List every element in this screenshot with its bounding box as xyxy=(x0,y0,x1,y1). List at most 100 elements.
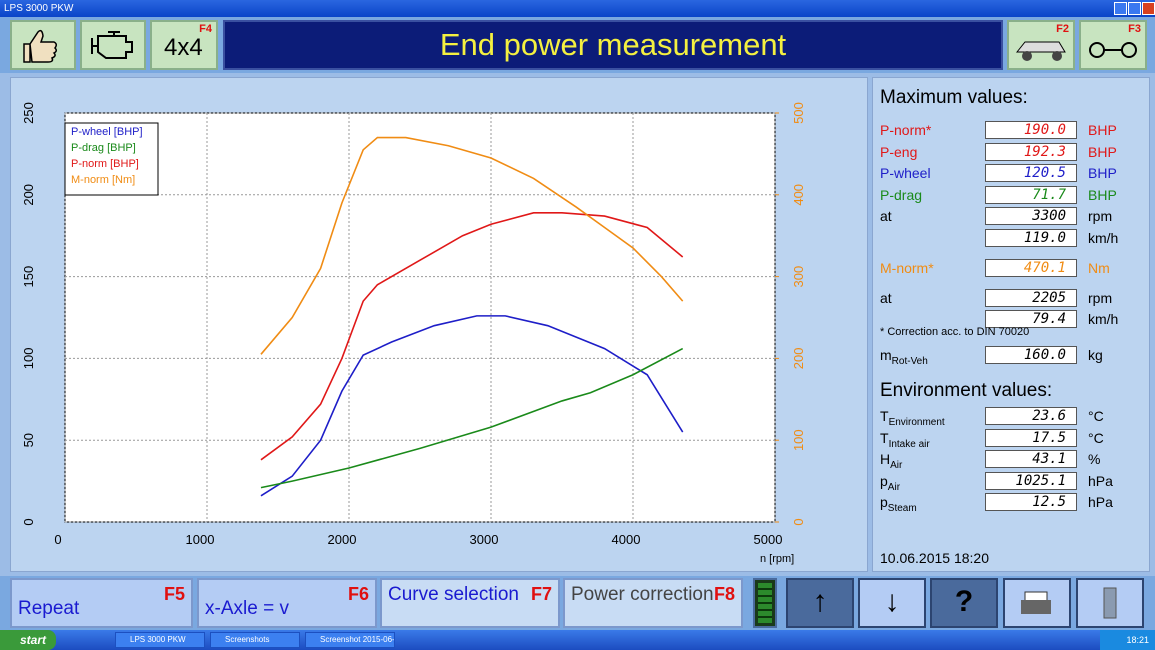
plot-area xyxy=(64,112,776,523)
button-label: Power correction xyxy=(571,584,714,605)
start-button[interactable]: start xyxy=(0,630,56,650)
function-button[interactable]: Repeat F5 xyxy=(10,578,193,628)
symbol: T xyxy=(880,408,889,424)
value-unit: BHP xyxy=(1088,143,1117,160)
clock: 18:21 xyxy=(1100,630,1155,650)
value-unit: km/h xyxy=(1088,229,1119,246)
section-title: Environment values: xyxy=(880,380,1053,401)
ok-button[interactable] xyxy=(10,20,76,70)
x-tick-label: 2000 xyxy=(328,532,357,547)
taskbar-item[interactable]: LPS 3000 PKW xyxy=(115,632,205,648)
vehicle-button[interactable]: F2 xyxy=(1007,20,1075,70)
window-title: LPS 3000 PKW xyxy=(4,3,74,14)
subscript: Air xyxy=(890,459,903,471)
value-display: 79.4 xyxy=(985,310,1077,328)
value-label: mRot-Veh xyxy=(880,345,928,367)
x-axis-label: n [rpm] xyxy=(760,553,794,565)
value-label: at xyxy=(880,289,892,306)
vehicle-icon xyxy=(1015,41,1066,61)
value-unit: kg xyxy=(1088,347,1103,363)
f-key-label: F3 xyxy=(1128,23,1141,35)
button-label: Curve selection xyxy=(388,584,519,605)
value-unit: rpm xyxy=(1088,208,1113,224)
x-tick-label: 3000 xyxy=(470,532,499,547)
symbol: T xyxy=(880,429,889,446)
x-tick-label: 5000 xyxy=(754,532,783,547)
taskbar-item[interactable]: Screenshots xyxy=(210,632,300,648)
value-label: P-wheel xyxy=(880,165,931,181)
f-key-label: F4 xyxy=(199,23,212,35)
value-display: 119.0 xyxy=(985,228,1077,247)
down-button[interactable]: ↓ xyxy=(858,578,926,628)
y2-tick-label: 500 xyxy=(791,102,806,124)
value-label: P-eng xyxy=(880,143,918,160)
value-label: M-norm* xyxy=(880,259,934,276)
engine-button[interactable] xyxy=(80,20,146,70)
engine-icon xyxy=(91,31,133,59)
value-label: P-norm* xyxy=(880,122,932,138)
value-display: 1025.1 xyxy=(985,471,1077,490)
chart: 0 1000 2000 3000 4000 5000 0 50 100 150 200 250 0 100… xyxy=(21,102,806,565)
value-unit: rpm xyxy=(1088,289,1113,306)
series-line xyxy=(260,136,684,355)
button-label: Repeat xyxy=(18,598,80,619)
legend-box xyxy=(64,122,159,196)
subscript: Steam xyxy=(887,502,917,514)
f-key-label: F5 xyxy=(163,584,185,604)
value-unit: km/h xyxy=(1088,311,1119,327)
function-button[interactable]: x-Axle = v F6 xyxy=(197,578,377,628)
value-unit: BHP xyxy=(1088,165,1117,181)
exit-button[interactable] xyxy=(1076,578,1144,628)
print-button[interactable] xyxy=(1003,578,1071,628)
value-display: 23.6 xyxy=(985,407,1077,425)
symbol: p xyxy=(880,472,888,489)
help-button[interactable]: ? xyxy=(930,578,998,628)
value-unit: °C xyxy=(1088,408,1104,424)
value-label: pSteam xyxy=(880,492,917,514)
function-button[interactable]: Curve selection F7 xyxy=(380,578,560,628)
value-label: TEnvironment xyxy=(880,406,945,428)
value-display: 43.1 xyxy=(985,450,1077,468)
subscript: Environment xyxy=(888,416,945,428)
value-unit: Nm xyxy=(1088,259,1110,276)
four-by-four-button[interactable]: F4 4x4 xyxy=(150,20,218,70)
y-tick-label: 0 xyxy=(21,518,36,525)
f-key-label: F7 xyxy=(530,584,552,604)
value-display: 17.5 xyxy=(985,428,1077,447)
value-display: 2205 xyxy=(985,288,1077,307)
value-unit: hPa xyxy=(1088,472,1113,489)
legend-entry: P-norm [BHP] xyxy=(71,158,139,170)
y-tick-label: 100 xyxy=(21,348,36,370)
y-tick-label: 50 xyxy=(21,433,36,447)
f-key-label: F8 xyxy=(713,584,735,604)
value-unit: BHP xyxy=(1088,122,1117,138)
status-indicator xyxy=(753,578,777,628)
printer-icon xyxy=(1021,591,1051,614)
thumb-icon xyxy=(23,29,58,63)
function-button[interactable]: Power correction F8 xyxy=(563,578,743,628)
value-unit: % xyxy=(1088,451,1101,467)
minimize-button[interactable] xyxy=(1114,2,1127,15)
value-label: P-drag xyxy=(880,186,923,203)
y-tick-label: 200 xyxy=(21,184,36,206)
taskbar-item[interactable]: Screenshot 2015-06-... xyxy=(305,632,395,648)
value-label: HAir xyxy=(880,449,903,471)
y2-tick-label: 400 xyxy=(791,184,806,206)
x-tick-label: 0 xyxy=(54,532,61,547)
series-line xyxy=(260,347,684,489)
y2-tick-label: 200 xyxy=(791,348,806,370)
y2-tick-label: 100 xyxy=(791,429,806,451)
screen-title: End power measurement xyxy=(223,20,1003,70)
value-label: pAir xyxy=(880,471,900,493)
y2-tick-label: 0 xyxy=(791,518,806,525)
value-display: 470.1 xyxy=(985,258,1077,277)
value-unit: hPa xyxy=(1088,494,1113,510)
value-display: 3300 xyxy=(985,207,1077,225)
value-label: TIntake air xyxy=(880,428,930,450)
axle-button[interactable]: F3 xyxy=(1079,20,1147,70)
close-button[interactable] xyxy=(1142,2,1155,15)
maximize-button[interactable] xyxy=(1128,2,1141,15)
up-button[interactable]: ↑ xyxy=(786,578,854,628)
value-unit: °C xyxy=(1088,429,1104,446)
